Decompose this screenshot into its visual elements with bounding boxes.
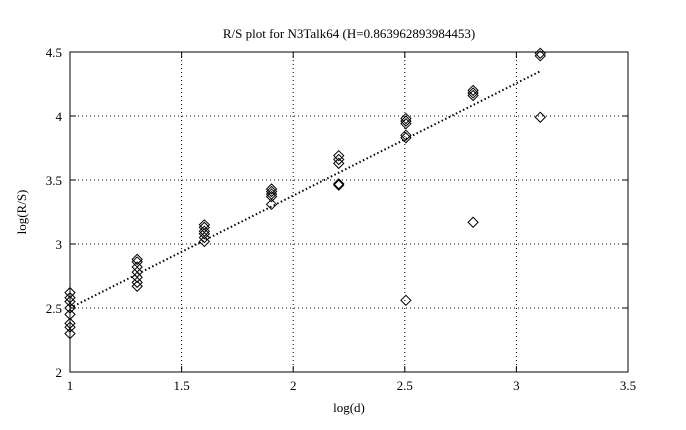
data-point-diamond <box>265 183 278 195</box>
x-tick-label: 1 <box>67 378 74 393</box>
x-tick-label: 1.5 <box>173 378 189 393</box>
x-tick-labels: 1 1.5 2 2.5 3 3.5 <box>67 378 636 393</box>
data-point-diamond <box>400 117 412 130</box>
data-point-diamond <box>333 178 345 190</box>
data-point-diamond <box>198 231 211 244</box>
data-point-diamond <box>64 308 76 321</box>
data-point-diamond <box>400 112 412 125</box>
data-point-diamond <box>534 47 546 59</box>
grid-lines <box>70 52 628 372</box>
data-point-diamond <box>64 321 76 333</box>
data-point-diamond <box>265 190 278 203</box>
x-tick-label: 2.5 <box>397 378 413 393</box>
data-point-diamond <box>64 327 76 340</box>
x-tick-label: 3.5 <box>620 378 636 393</box>
y-tick-label: 3.5 <box>46 173 62 188</box>
data-point-diamond <box>265 198 278 211</box>
data-point-diamond <box>131 280 143 292</box>
data-point-diamond <box>534 111 546 123</box>
y-axis-label: log(R/S) <box>14 190 29 235</box>
data-markers <box>64 47 546 340</box>
y-tick-label: 2.5 <box>46 301 62 316</box>
data-point-diamond <box>198 235 211 248</box>
data-point-diamond <box>64 286 76 299</box>
x-tick-label: 3 <box>513 378 520 393</box>
data-point-diamond <box>131 276 143 289</box>
data-point-diamond <box>467 84 479 97</box>
data-point-diamond <box>333 149 345 162</box>
data-point-diamond <box>467 87 479 99</box>
y-tick-label: 3 <box>56 237 63 252</box>
data-point-diamond <box>534 50 546 62</box>
data-point-diamond <box>333 157 345 170</box>
data-point-diamond <box>400 129 412 141</box>
data-point-diamond <box>131 271 143 283</box>
data-point-diamond <box>64 302 76 314</box>
data-point-diamond <box>131 253 143 266</box>
data-point-diamond <box>64 295 76 308</box>
chart-title: R/S plot for N3Talk64 (H=0.8639628939844… <box>223 26 475 41</box>
y-tick-label: 4 <box>56 109 63 124</box>
x-tick-label: 2 <box>290 378 297 393</box>
y-tick-label: 2 <box>56 365 63 380</box>
data-point-diamond <box>265 185 278 198</box>
axis-ticks <box>69 51 629 373</box>
data-point-diamond <box>400 115 412 127</box>
y-tick-label: 4.5 <box>46 45 62 60</box>
data-point-diamond <box>333 153 345 166</box>
y-tick-labels: 2 2.5 3 3.5 4 4.5 <box>46 45 63 380</box>
data-point-diamond <box>198 228 211 240</box>
plot-frame <box>69 51 629 373</box>
data-point-diamond <box>400 132 412 144</box>
data-point-diamond <box>467 89 479 102</box>
data-point-diamond <box>400 294 412 307</box>
x-axis-label: log(d) <box>333 400 365 415</box>
data-point-diamond <box>198 219 211 231</box>
data-point-diamond <box>333 179 345 191</box>
data-point-diamond <box>467 216 479 228</box>
